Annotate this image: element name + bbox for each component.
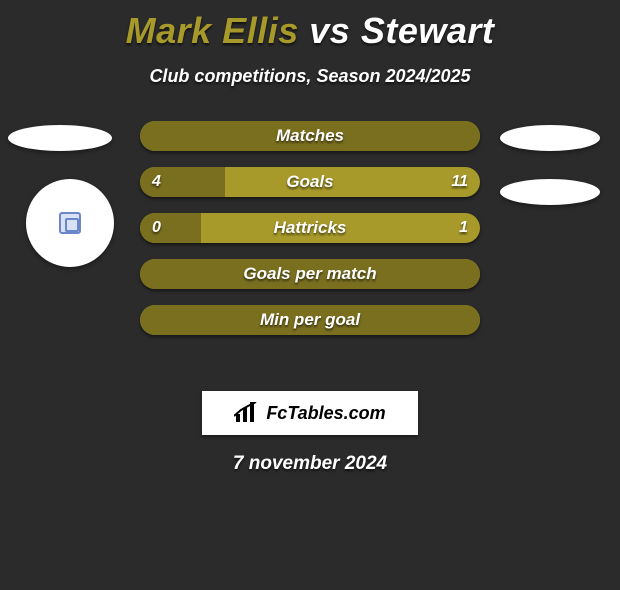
decor-disc bbox=[26, 179, 114, 267]
bar-goals-per-match: Goals per match bbox=[140, 259, 480, 289]
bars-icon bbox=[234, 402, 260, 424]
brand-box: FcTables.com bbox=[202, 391, 418, 435]
decor-ellipse-right-mid bbox=[500, 179, 600, 205]
decor-ellipse-left-top bbox=[8, 125, 112, 151]
bar-hattricks: 0 Hattricks 1 bbox=[140, 213, 480, 243]
player1-name: Mark Ellis bbox=[126, 10, 299, 51]
bar-goals: 4 Goals 11 bbox=[140, 167, 480, 197]
subtitle: Club competitions, Season 2024/2025 bbox=[0, 66, 620, 87]
bar-min-per-goal: Min per goal bbox=[140, 305, 480, 335]
bar-goals-left-value: 4 bbox=[152, 167, 161, 197]
vs-label: vs bbox=[309, 10, 350, 51]
bar-gpm-fill bbox=[140, 259, 480, 289]
brand-text: FcTables.com bbox=[266, 403, 385, 424]
comparison-title: Mark Ellis vs Stewart bbox=[0, 10, 620, 52]
bar-matches: Matches bbox=[140, 121, 480, 151]
comparison-stage: Matches 4 Goals 11 0 Hattricks 1 Goals p… bbox=[0, 121, 620, 371]
bar-matches-fill bbox=[140, 121, 480, 151]
placeholder-avatar-icon bbox=[59, 212, 81, 234]
bar-mpg-fill bbox=[140, 305, 480, 335]
bar-hattricks-fill bbox=[140, 213, 201, 243]
decor-ellipse-right-top bbox=[500, 125, 600, 151]
bar-hattricks-right-value: 1 bbox=[459, 213, 468, 243]
snapshot-date: 7 november 2024 bbox=[0, 453, 620, 475]
bar-goals-right-value: 11 bbox=[451, 167, 468, 197]
bar-hattricks-left-value: 0 bbox=[152, 213, 161, 243]
player2-name: Stewart bbox=[361, 10, 495, 51]
stat-bars: Matches 4 Goals 11 0 Hattricks 1 Goals p… bbox=[140, 121, 480, 351]
